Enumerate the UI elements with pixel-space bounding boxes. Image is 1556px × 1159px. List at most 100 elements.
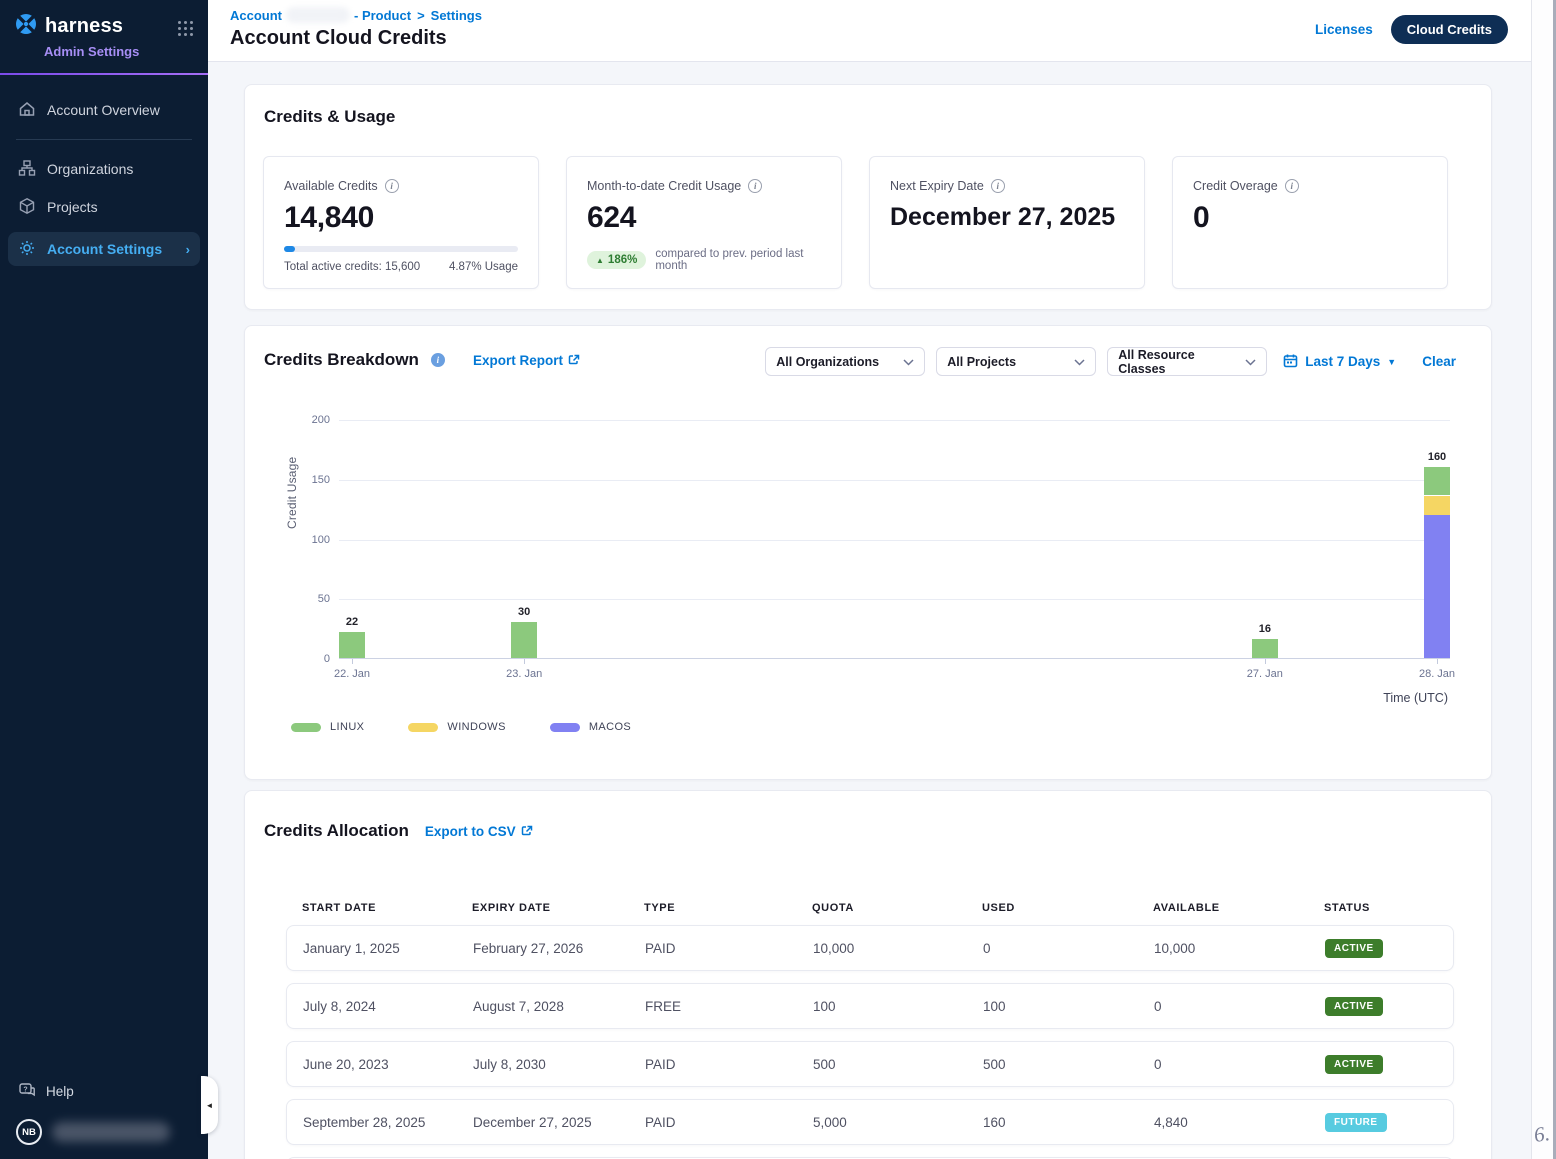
table-row[interactable]: January 1, 2025February 27, 2026PAID10,0… bbox=[286, 925, 1454, 971]
cell-type: FREE bbox=[645, 999, 813, 1014]
sidebar-item-label: Organizations bbox=[47, 161, 133, 177]
cell-quota: 100 bbox=[813, 999, 983, 1014]
card-label: Month-to-date Credit Usage bbox=[587, 179, 741, 193]
clear-filters-link[interactable]: Clear bbox=[1422, 354, 1456, 369]
bar-segment-linux[interactable] bbox=[1424, 467, 1450, 496]
breakdown-info-icon[interactable]: i bbox=[431, 353, 445, 367]
breadcrumb-product[interactable]: - Product bbox=[354, 8, 411, 23]
cell-type: PAID bbox=[645, 1115, 813, 1130]
export-report-link[interactable]: Export Report bbox=[473, 353, 580, 368]
delta-note: compared to prev. period last month bbox=[655, 248, 821, 272]
cell-available: 10,000 bbox=[1154, 941, 1325, 956]
sidebar-collapse-handle[interactable]: ◄ bbox=[201, 1076, 218, 1134]
bar-segment-linux[interactable] bbox=[339, 632, 365, 658]
summary-card-3: Credit Overagei0 bbox=[1172, 156, 1448, 289]
bar-22Jan[interactable] bbox=[339, 632, 365, 658]
sidebar-item-label: Account Overview bbox=[47, 102, 160, 118]
info-icon[interactable]: i bbox=[1285, 179, 1299, 193]
y-tick-label: 0 bbox=[324, 653, 330, 665]
legend-label: WINDOWS bbox=[447, 721, 505, 733]
sidebar-item-help[interactable]: ? Help bbox=[0, 1073, 208, 1109]
harness-logo-icon bbox=[14, 12, 38, 41]
column-header-status[interactable]: STATUS bbox=[1324, 902, 1454, 914]
bar-23Jan[interactable] bbox=[511, 622, 537, 658]
x-tick-label: 28. Jan bbox=[1419, 668, 1455, 680]
usage-percent: 4.87% Usage bbox=[449, 261, 518, 273]
sidebar-item-account-settings[interactable]: Account Settings› bbox=[8, 232, 200, 266]
legend-item-windows[interactable]: WINDOWS bbox=[408, 721, 505, 733]
column-header-start-date[interactable]: START DATE bbox=[302, 902, 472, 914]
export-csv-link[interactable]: Export to CSV bbox=[425, 824, 533, 839]
legend-swatch bbox=[291, 723, 321, 732]
breadcrumb: Account - Product > Settings bbox=[230, 7, 482, 23]
cell-status: ACTIVE bbox=[1325, 1055, 1453, 1074]
licenses-link[interactable]: Licenses bbox=[1315, 22, 1373, 37]
legend-item-linux[interactable]: LINUX bbox=[291, 721, 364, 733]
cell-type: PAID bbox=[645, 1057, 813, 1072]
column-header-expiry-date[interactable]: EXPIRY DATE bbox=[472, 902, 644, 914]
app-grid-icon[interactable] bbox=[177, 20, 194, 42]
breadcrumb-settings[interactable]: Settings bbox=[431, 8, 482, 23]
info-icon[interactable]: i bbox=[748, 179, 762, 193]
column-header-type[interactable]: TYPE bbox=[644, 902, 812, 914]
user-row[interactable]: NB bbox=[0, 1109, 208, 1159]
table-row[interactable]: July 8, 2024August 7, 2028FREE1001000ACT… bbox=[286, 983, 1454, 1029]
x-tick bbox=[1437, 659, 1438, 664]
content-area: Credits & Usage Available Creditsi14,840… bbox=[208, 62, 1556, 1159]
info-icon[interactable]: i bbox=[991, 179, 1005, 193]
info-icon[interactable]: i bbox=[385, 179, 399, 193]
cell-quota: 10,000 bbox=[813, 941, 983, 956]
legend-swatch bbox=[550, 723, 580, 732]
gridline bbox=[339, 480, 1450, 481]
legend-item-macos[interactable]: MACOS bbox=[550, 721, 631, 733]
cloud-credits-button[interactable]: Cloud Credits bbox=[1391, 15, 1508, 44]
cell-status: ACTIVE bbox=[1325, 997, 1453, 1016]
column-header-quota[interactable]: QUOTA bbox=[812, 902, 982, 914]
chevron-down-icon bbox=[1245, 355, 1256, 369]
bar-27Jan[interactable] bbox=[1252, 639, 1278, 658]
date-range-filter[interactable]: Last 7 Days▼ bbox=[1283, 353, 1396, 371]
cell-start-date: June 20, 2023 bbox=[303, 1057, 473, 1072]
x-tick bbox=[352, 659, 353, 664]
chart-legend: LINUX WINDOWS MACOS bbox=[291, 721, 631, 733]
card-label: Available Credits bbox=[284, 179, 378, 193]
sidebar-item-projects[interactable]: Projects bbox=[0, 188, 208, 226]
column-header-available[interactable]: AVAILABLE bbox=[1153, 902, 1324, 914]
avatar[interactable]: NB bbox=[16, 1119, 42, 1145]
delta-value: 186% bbox=[608, 254, 637, 266]
table-row[interactable]: June 20, 2023July 8, 2030PAID5005000ACTI… bbox=[286, 1041, 1454, 1087]
credits-breakdown-panel: Credits Breakdown i Export Report All Or… bbox=[244, 325, 1492, 780]
y-tick-label: 50 bbox=[318, 593, 330, 605]
x-axis-title: Time (UTC) bbox=[1383, 691, 1448, 705]
filter-select-all-resource-classes[interactable]: All Resource Classes bbox=[1107, 347, 1267, 376]
page-scrollbar[interactable] bbox=[1531, 0, 1553, 1159]
bar-segment-linux[interactable] bbox=[511, 622, 537, 658]
bar-segment-macos[interactable] bbox=[1424, 515, 1450, 658]
cell-status: ACTIVE bbox=[1325, 939, 1453, 958]
breadcrumb-account[interactable]: Account bbox=[230, 8, 282, 23]
cell-quota: 500 bbox=[813, 1057, 983, 1072]
status-badge: ACTIVE bbox=[1325, 1055, 1383, 1074]
card-value: 14,840 bbox=[284, 201, 518, 235]
external-link-icon bbox=[568, 354, 580, 366]
bar-28Jan[interactable] bbox=[1424, 467, 1450, 658]
svg-text:?: ? bbox=[23, 1086, 27, 1093]
filter-select-all-projects[interactable]: All Projects bbox=[936, 347, 1096, 376]
filter-select-all-organizations[interactable]: All Organizations bbox=[765, 347, 925, 376]
bar-segment-linux[interactable] bbox=[1252, 639, 1278, 658]
delta-row: ▲ 186% compared to prev. period last month bbox=[587, 248, 821, 272]
brand-name: harness bbox=[45, 15, 123, 38]
sidebar-item-account-overview[interactable]: Account Overview bbox=[0, 91, 208, 129]
credit-usage-chart: 0501001502002222. Jan3023. Jan1627. Jan1… bbox=[339, 420, 1450, 659]
app-root: harness Admin Settings Account OverviewO… bbox=[0, 0, 1556, 1159]
table-row[interactable]: September 28, 2025December 27, 2025PAID5… bbox=[286, 1099, 1454, 1145]
cell-expiry-date: February 27, 2026 bbox=[473, 941, 645, 956]
arrow-up-icon: ▲ bbox=[596, 256, 604, 265]
cell-expiry-date: August 7, 2028 bbox=[473, 999, 645, 1014]
column-header-used[interactable]: USED bbox=[982, 902, 1153, 914]
sidebar-item-organizations[interactable]: Organizations bbox=[0, 150, 208, 188]
caret-down-icon: ▼ bbox=[1387, 357, 1396, 367]
bar-segment-windows[interactable] bbox=[1424, 496, 1450, 515]
page-title: Account Cloud Credits bbox=[230, 27, 447, 50]
status-badge: ACTIVE bbox=[1325, 997, 1383, 1016]
